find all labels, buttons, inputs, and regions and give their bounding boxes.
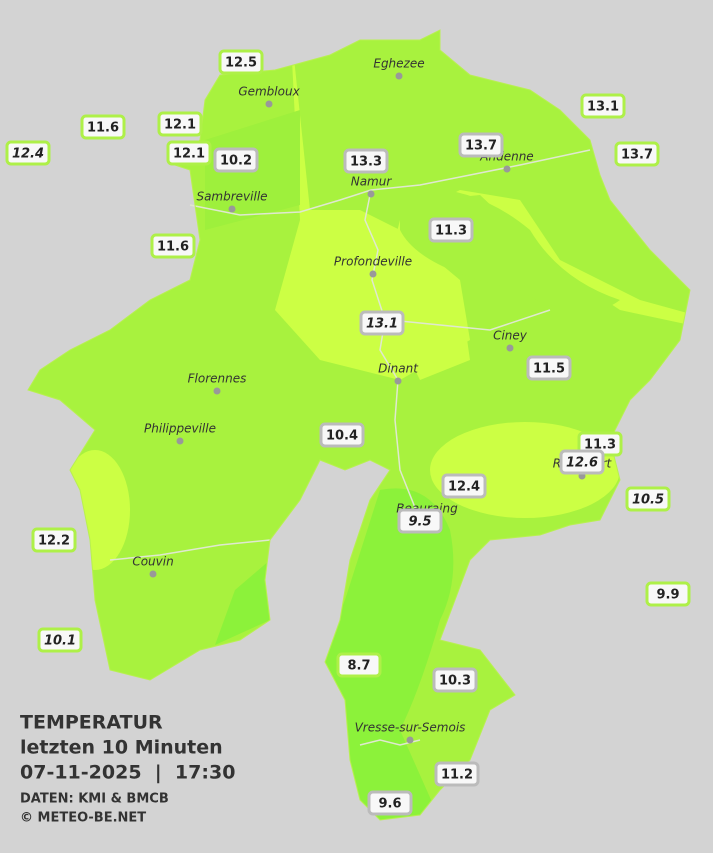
station-box: [157, 111, 203, 137]
town-dot: [503, 165, 511, 173]
station-box: [80, 114, 126, 140]
station-value: 11.2: [441, 768, 473, 783]
station-box: [343, 148, 389, 174]
town-label: Namur: [351, 175, 393, 189]
station-box: [336, 652, 382, 678]
station-box: [526, 355, 572, 381]
station-value: 12.1: [173, 147, 205, 162]
legend: TEMPERATUR letzten 10 Minuten 07-11-2025…: [20, 712, 235, 826]
station-box: [213, 147, 259, 173]
station-box: [645, 581, 691, 607]
stations: 12.5 11.6 12.1 12.1 10.2 12.4 13.3 13.7 13.1 13.7…: [5, 49, 691, 816]
station-value: 10.1: [44, 634, 76, 649]
town-label: Profondeville: [334, 255, 412, 269]
station-box: [359, 310, 405, 336]
station-box: [367, 790, 413, 816]
station-value: 9.5: [408, 515, 431, 530]
credit: DATEN: KMI & BMCB: [20, 792, 169, 807]
town-dot: [394, 377, 402, 385]
town-dot: [395, 72, 403, 80]
station-value: 9.6: [378, 797, 401, 812]
town-label: Vresse-sur-Semois: [355, 721, 466, 735]
station-value: 8.7: [347, 659, 370, 674]
town-label: Gembloux: [238, 85, 300, 99]
station-value: 12.1: [164, 118, 196, 133]
station-box: [218, 49, 264, 75]
town-dot: [367, 190, 375, 198]
station-value: 12.4: [448, 480, 480, 495]
station-value: 11.6: [87, 121, 119, 136]
station-value: 10.5: [632, 493, 664, 508]
town-label: Dinant: [378, 362, 419, 376]
station-value: 13.7: [621, 148, 653, 163]
station-value: 10.4: [326, 429, 358, 444]
station-value: 11.3: [435, 224, 467, 239]
station-value: 12.2: [38, 534, 70, 549]
town-dot: [265, 100, 273, 108]
town-dot: [176, 437, 184, 445]
station-box: [432, 667, 478, 693]
town-dot: [406, 736, 414, 744]
station-value: 11.6: [157, 240, 189, 255]
station-value: 10.2: [220, 154, 252, 169]
station-box: [166, 140, 212, 166]
station-value: 13.3: [350, 155, 382, 170]
town-label: Philippeville: [144, 422, 216, 436]
station-box: [150, 233, 196, 259]
town-label: Florennes: [188, 372, 247, 386]
station-box: [428, 217, 474, 243]
station-value: 13.1: [366, 317, 398, 332]
station-box: [434, 761, 480, 787]
zone: [275, 30, 690, 380]
station-value: 12.4: [12, 147, 44, 162]
station-box: [319, 422, 365, 448]
station-value: 9.9: [656, 588, 679, 603]
zone: [215, 560, 270, 645]
station-value: 13.1: [587, 100, 619, 115]
station-box: [614, 141, 660, 167]
town-label: Couvin: [132, 555, 173, 569]
title-line: letzten 10 Minuten: [20, 737, 223, 759]
station-value: 12.6: [566, 456, 598, 471]
station-value: 12.5: [225, 56, 257, 71]
station-box: [31, 527, 77, 553]
station-box: [37, 627, 83, 653]
town-label: Eghezee: [373, 57, 424, 71]
town-dot: [369, 270, 377, 278]
station-box: [559, 449, 605, 475]
station-value: 13.7: [465, 139, 497, 154]
title-line: TEMPERATUR: [20, 712, 163, 734]
town-dot: [228, 205, 236, 213]
credit: © METEO-BE.NET: [20, 811, 146, 826]
station-box: [580, 93, 626, 119]
title-line: 07-11-2025 | 17:30: [20, 762, 235, 784]
station-value: 11.5: [533, 362, 565, 377]
station-value: 10.3: [439, 674, 471, 689]
station-box: [458, 132, 504, 158]
town-label: Sambreville: [196, 190, 267, 204]
station-box: [625, 486, 671, 512]
town-dot: [213, 387, 221, 395]
station-box: [397, 508, 443, 534]
zone: [325, 488, 454, 820]
town-label: Ciney: [493, 329, 528, 343]
station-value: 11.3: [584, 438, 616, 453]
station-box: [441, 473, 487, 499]
town-dot: [149, 570, 157, 578]
station-box: [5, 140, 51, 166]
town-dot: [506, 344, 514, 352]
